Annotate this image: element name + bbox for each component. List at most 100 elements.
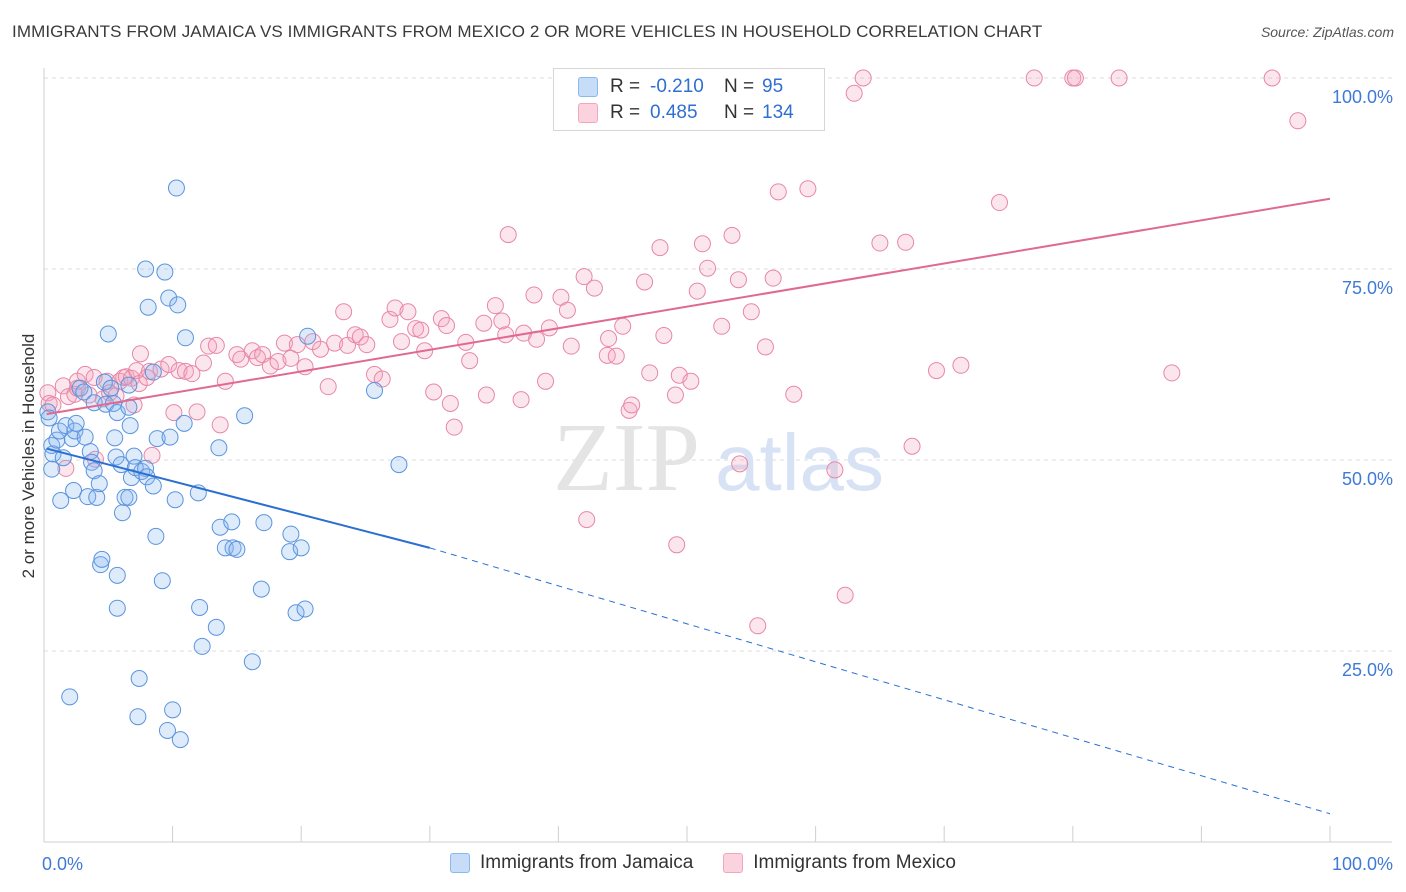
mexico-point [756,338,774,356]
axes [43,68,1392,843]
mexico-point [183,365,201,383]
mexico-point [585,279,603,297]
legend-label-jamaica: Immigrants from Jamaica [480,852,694,873]
mexico-point [170,362,188,380]
jamaica-point [236,407,254,425]
mexico-point [990,194,1008,212]
mexico-point [688,282,706,300]
jamaica-point [139,298,157,316]
mexico-point [216,372,234,390]
jamaica-point [93,550,111,568]
jamaica-point [207,618,225,636]
y-axis-label: 2 or more Vehicles in Household [19,334,38,579]
mexico-point [358,336,376,354]
mexico-point [785,385,803,403]
jamaica-trend-line [46,447,431,549]
legend-item-mexico[interactable]: Immigrants from Mexico [723,852,956,874]
jamaica-point [166,491,184,509]
jamaica-point [67,414,85,432]
jamaica-point [160,289,178,307]
mexico-point [269,352,287,370]
mexico-point [160,356,178,373]
mexico-point [693,235,711,253]
mexico-point [335,303,353,321]
jamaica-point [52,491,70,509]
correlation-legend: R = -0.210 N = 95 R = 0.485 N = 134 [553,68,825,131]
mexico-point [412,321,430,339]
jamaica-point [129,708,147,726]
jamaica-point [176,329,194,347]
mexico-point [282,349,300,367]
mexico-point [668,536,686,554]
mexico-point [1263,69,1281,87]
mexico-point [1066,69,1084,87]
y-tick-labels: 25.0% 50.0% 75.0% 100.0% [1332,87,1393,680]
jamaica-point [153,572,171,590]
mexico-point [57,459,75,477]
mexico-point [723,226,741,244]
mexico-point [641,364,659,382]
mexico-point [731,455,749,473]
y-tick-label: 50.0% [1342,469,1393,489]
jamaica-point [296,600,314,618]
x-tick-label: 0.0% [42,854,83,874]
jamaica-point [102,379,120,397]
x-tick-label: 100.0% [1332,854,1393,874]
mexico-point [232,350,250,368]
jamaica-point [120,488,138,506]
mexico-point [461,352,479,370]
jamaica-point [287,604,305,622]
mexico-point [85,368,103,386]
n-label: N = [724,76,755,97]
jamaica-point [175,414,193,432]
mexico-point [614,317,632,335]
mexico-point [927,362,945,380]
jamaica-point [171,731,189,749]
mexico-point [1110,69,1128,87]
jamaica-point [95,373,113,391]
y-tick-label: 25.0% [1342,660,1393,680]
legend-item-jamaica[interactable]: Immigrants from Jamaica [450,852,693,874]
mexico-point [207,336,225,354]
mexico-point [699,259,717,277]
source-label: Source: ZipAtlas.com [1260,24,1394,40]
jamaica-point [366,381,384,399]
jamaica-point [113,504,131,522]
mexico-point [1163,364,1181,382]
jamaica-point [164,701,182,719]
jamaica-point [90,475,108,493]
jamaica-point [147,527,165,545]
mexico-point [211,416,229,434]
jamaica-point [292,539,310,557]
mexico-point [432,310,450,328]
legend-row-jamaica: R = -0.210 N = 95 [578,75,783,99]
jamaica-point [121,417,139,435]
mexico-point [477,386,495,404]
jamaica-point [120,376,138,394]
mexico-point [438,317,456,335]
legend-row-mexico: R = 0.485 N = 134 [578,101,794,125]
n-value: 95 [762,76,784,97]
jamaica-point [390,456,408,474]
mexico-point [248,349,266,367]
jamaica-point [108,599,126,617]
series-jamaica-points [39,179,408,749]
mexico-point [558,301,576,319]
mexico-point [493,312,511,330]
watermark-zip: ZIP [553,404,700,512]
mexico-point [275,334,293,352]
jamaica-point [79,488,97,506]
mexico-point [499,226,517,244]
grid-lines [44,77,1392,652]
n-label: N = [724,102,755,123]
jamaica-point [116,488,134,506]
jamaica-point [76,428,94,446]
jamaica-point [228,540,246,558]
mexico-swatch [723,853,744,873]
x-tick-labels: 0.0% 100.0% [42,854,1393,874]
y-tick-label: 100.0% [1332,87,1393,107]
mexico-point [575,268,593,286]
jamaica-point [137,260,155,278]
chart-title: IMMIGRANTS FROM JAMAICA VS IMMIGRANTS FR… [12,22,1043,41]
